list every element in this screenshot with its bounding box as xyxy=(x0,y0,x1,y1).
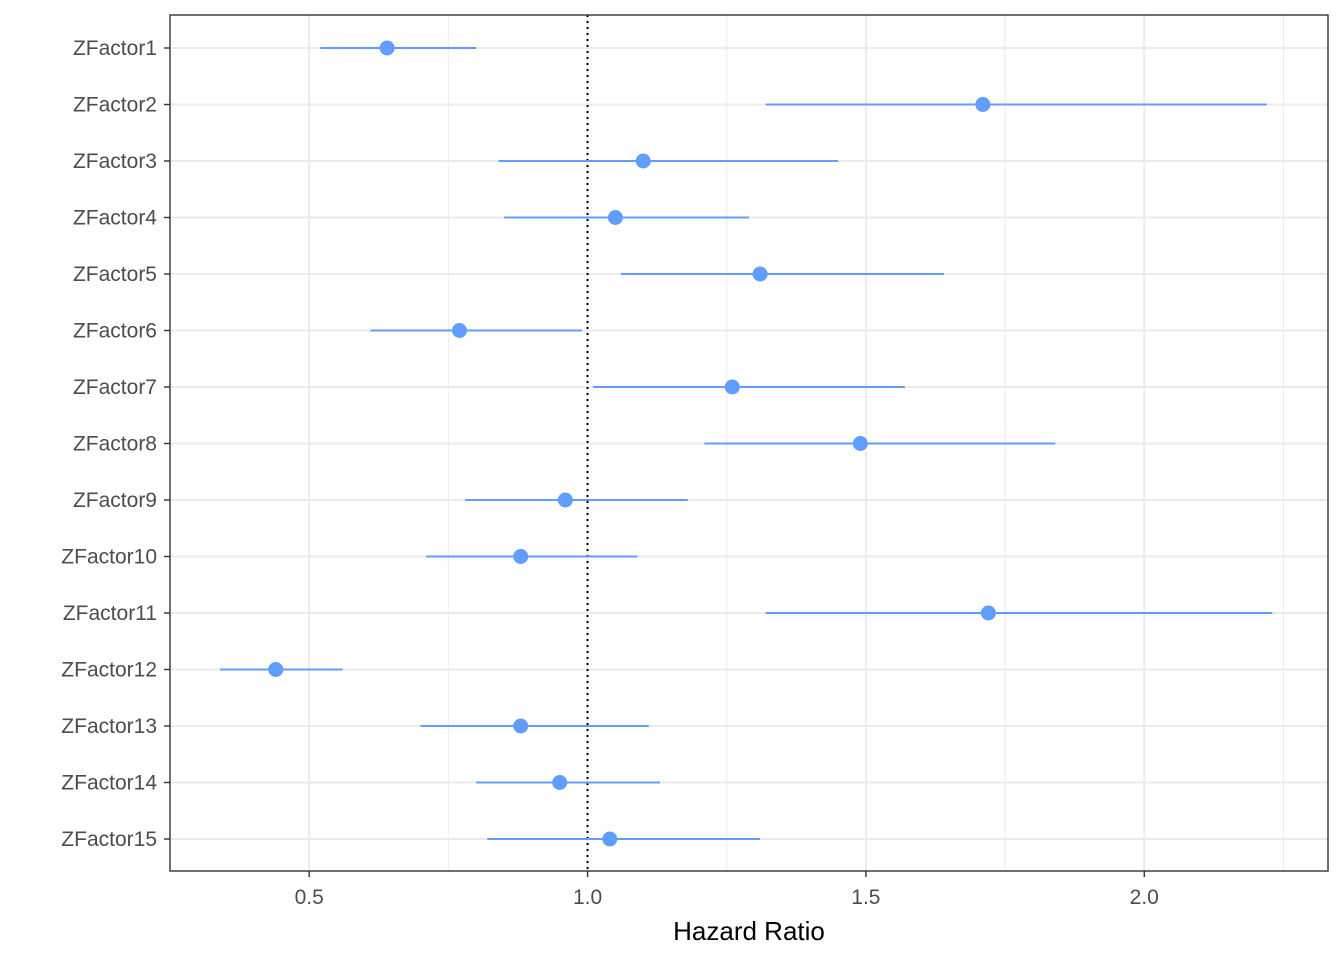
y-tick-label: ZFactor9 xyxy=(73,489,157,512)
y-tick-label: ZFactor3 xyxy=(73,150,157,173)
x-tick-label: 2.0 xyxy=(1130,886,1159,909)
hr-point xyxy=(379,40,395,56)
hr-point xyxy=(752,266,768,282)
hr-point xyxy=(724,379,740,395)
hr-point xyxy=(552,775,568,790)
hr-point xyxy=(557,492,573,508)
hr-point xyxy=(513,549,529,564)
hr-point xyxy=(602,831,618,847)
y-tick-label: ZFactor1 xyxy=(73,37,157,60)
x-tick-label: 0.5 xyxy=(295,886,324,909)
hr-point xyxy=(980,605,996,621)
y-tick-label: ZFactor5 xyxy=(73,263,157,286)
y-tick-label: ZFactor7 xyxy=(73,376,157,399)
hr-point xyxy=(975,97,991,112)
x-tick-label: 1.5 xyxy=(851,886,880,909)
hr-point xyxy=(513,718,529,734)
y-tick-label: ZFactor15 xyxy=(61,828,157,851)
y-tick-label: ZFactor13 xyxy=(61,715,157,738)
y-tick-label: ZFactor2 xyxy=(73,94,157,117)
hr-point xyxy=(607,210,623,225)
data-marks xyxy=(220,40,1273,847)
hr-point xyxy=(452,323,467,338)
x-axis-title: Hazard Ratio xyxy=(673,916,825,946)
y-tick-label: ZFactor12 xyxy=(61,659,157,682)
y-tick-label: ZFactor14 xyxy=(61,772,157,795)
x-axis: 0.5 1.0 1.5 2.0 xyxy=(295,871,1159,909)
y-tick-label: ZFactor4 xyxy=(73,207,157,230)
x-tick-label: 1.0 xyxy=(573,886,602,909)
y-tick-label: ZFactor6 xyxy=(73,320,157,343)
y-axis: ZFactor1 ZFactor2 ZFactor3 ZFactor4 ZFactor5… xyxy=(61,37,170,851)
hr-point xyxy=(268,662,284,677)
y-tick-label: ZFactor11 xyxy=(63,602,157,625)
hr-point xyxy=(852,436,868,451)
y-tick-label: ZFactor8 xyxy=(73,433,157,456)
y-tick-label: ZFactor10 xyxy=(61,546,157,569)
hr-point xyxy=(635,153,651,169)
